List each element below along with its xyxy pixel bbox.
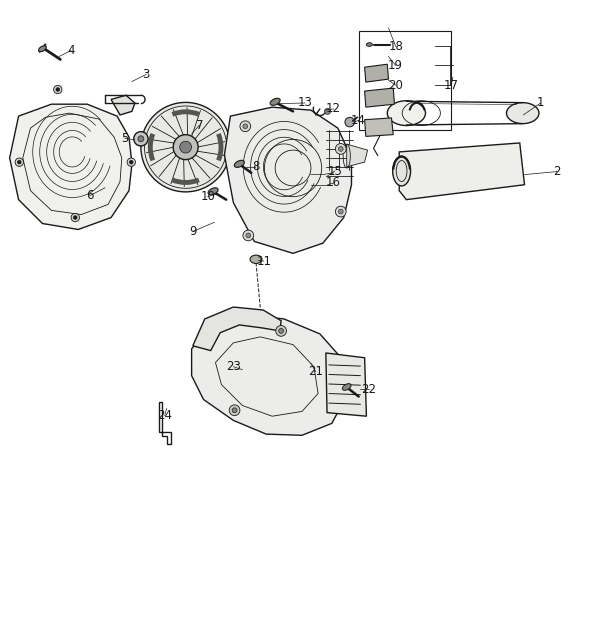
Ellipse shape: [208, 188, 218, 195]
Text: 3: 3: [142, 68, 150, 81]
Circle shape: [338, 146, 343, 151]
Text: 14: 14: [351, 114, 366, 127]
Ellipse shape: [250, 255, 262, 264]
Circle shape: [71, 213, 80, 222]
Text: 10: 10: [200, 190, 215, 203]
Circle shape: [335, 206, 346, 217]
Text: 1: 1: [537, 96, 544, 110]
Polygon shape: [10, 104, 132, 230]
Ellipse shape: [388, 101, 426, 126]
Ellipse shape: [39, 46, 46, 51]
Ellipse shape: [270, 98, 280, 105]
Polygon shape: [365, 88, 395, 107]
Text: 21: 21: [308, 365, 323, 378]
Text: 7: 7: [196, 118, 203, 131]
Polygon shape: [347, 144, 368, 167]
Text: 22: 22: [361, 383, 376, 396]
Circle shape: [138, 136, 144, 141]
Circle shape: [338, 209, 343, 214]
Text: 11: 11: [257, 255, 271, 267]
Circle shape: [17, 160, 21, 164]
Ellipse shape: [393, 156, 411, 186]
Ellipse shape: [343, 384, 351, 391]
Polygon shape: [399, 143, 524, 200]
Ellipse shape: [367, 43, 373, 46]
Polygon shape: [111, 95, 135, 115]
Text: 12: 12: [326, 103, 341, 115]
Circle shape: [229, 405, 240, 416]
Polygon shape: [224, 107, 352, 254]
Circle shape: [134, 131, 148, 146]
Circle shape: [276, 326, 286, 336]
Polygon shape: [193, 307, 281, 351]
Circle shape: [127, 158, 135, 167]
Text: 20: 20: [388, 79, 403, 91]
Text: 15: 15: [327, 165, 342, 178]
Circle shape: [243, 230, 254, 241]
Polygon shape: [326, 353, 367, 416]
Text: 2: 2: [553, 165, 560, 178]
Circle shape: [279, 329, 283, 333]
Circle shape: [56, 88, 60, 91]
Ellipse shape: [234, 160, 245, 167]
Text: 17: 17: [444, 79, 459, 91]
Text: 6: 6: [87, 189, 94, 202]
Circle shape: [246, 233, 251, 238]
Circle shape: [325, 108, 331, 115]
Circle shape: [335, 143, 346, 154]
Text: 18: 18: [388, 40, 403, 53]
Circle shape: [15, 158, 23, 167]
Circle shape: [74, 216, 77, 219]
Polygon shape: [365, 118, 393, 136]
Text: 16: 16: [326, 177, 341, 190]
Circle shape: [240, 121, 251, 131]
Text: 13: 13: [298, 96, 312, 110]
Circle shape: [54, 85, 62, 94]
Text: 24: 24: [157, 409, 172, 422]
Text: 5: 5: [121, 131, 129, 145]
Circle shape: [232, 408, 237, 413]
Circle shape: [180, 141, 191, 153]
Circle shape: [243, 124, 248, 129]
Text: 9: 9: [190, 225, 197, 238]
Text: 4: 4: [68, 44, 75, 57]
Polygon shape: [191, 315, 348, 435]
Circle shape: [345, 117, 355, 127]
Circle shape: [129, 160, 133, 164]
Text: 8: 8: [252, 160, 259, 173]
Circle shape: [141, 103, 230, 192]
Polygon shape: [365, 64, 389, 82]
Ellipse shape: [507, 103, 539, 124]
Text: 23: 23: [226, 360, 241, 373]
Circle shape: [173, 135, 198, 160]
Text: 19: 19: [388, 59, 403, 72]
